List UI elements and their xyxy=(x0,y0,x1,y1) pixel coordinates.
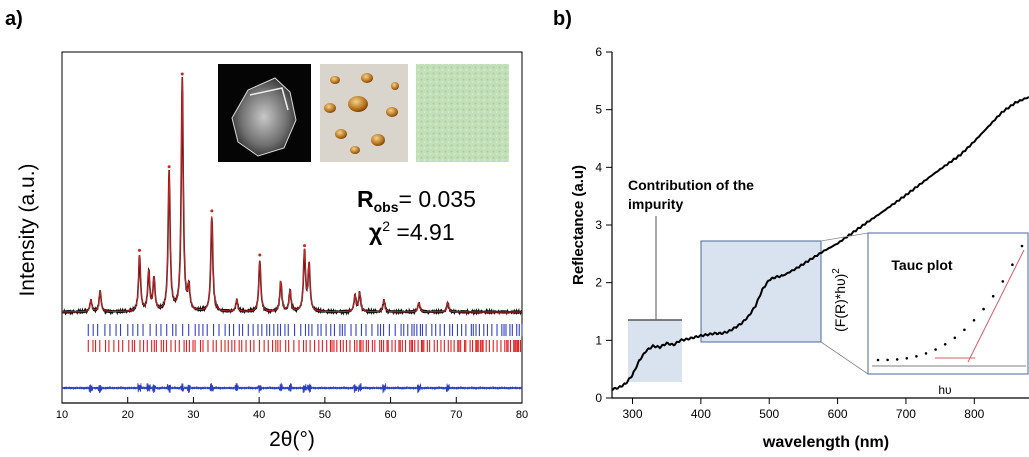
r-obs-subscript: obs xyxy=(374,199,399,215)
impurity-highlight-box xyxy=(628,320,682,382)
tauc-data-point xyxy=(924,352,928,355)
zoom-connector-bottom xyxy=(820,341,869,375)
panel-b-y-tick-label: 0 xyxy=(595,391,602,405)
panel-b-y-tick-label: 6 xyxy=(595,45,602,59)
panel-b-y-tick-label: 3 xyxy=(595,218,602,232)
panel-b-x-tick-label: 400 xyxy=(691,407,711,421)
panel-b-x-ticks: 300 400 500 600 700 800 xyxy=(622,398,985,421)
tauc-fit-line xyxy=(967,249,1025,363)
reflectance-line xyxy=(611,96,1029,391)
panel-a-y-axis-label: Intensity (a.u.) xyxy=(16,163,39,296)
peak-marker xyxy=(180,72,184,76)
zoom-connector-top xyxy=(820,232,869,242)
panel-a-x-tick-label: 10 xyxy=(56,409,68,421)
green-powder-photo xyxy=(416,64,509,162)
panel-b-x-tick-label: 600 xyxy=(828,407,848,421)
panel-b-label: b) xyxy=(553,8,572,30)
bragg-tick-row xyxy=(87,324,523,336)
panel-b-y-tick-label: 1 xyxy=(595,333,602,347)
panel-a-x-tick-label: 60 xyxy=(384,409,396,421)
difference-line xyxy=(61,382,523,394)
tauc-inset-x-label: hυ xyxy=(938,383,951,397)
tauc-inset-title: Tauc plot xyxy=(891,257,953,273)
panel-a-x-tick-label: 50 xyxy=(319,409,331,421)
tauc-data-point xyxy=(895,358,899,361)
r-obs-annotation: Robs= 0.035 xyxy=(357,186,476,215)
panel-b-y-tick-label: 5 xyxy=(595,103,602,117)
chi-label: χ xyxy=(369,219,383,245)
panel-a-x-tick-label: 80 xyxy=(516,409,528,421)
tauc-inset-plot xyxy=(872,244,1026,367)
panel-b-x-axis-label: wavelength (nm) xyxy=(762,434,889,451)
panel-a-x-ticks: 10 20 30 40 50 60 70 80 xyxy=(56,397,528,421)
panel-b-x-tick-label: 700 xyxy=(896,407,916,421)
panel-b-x-tick-label: 800 xyxy=(964,407,984,421)
chi-annotation: χ2 =4.91 xyxy=(369,218,455,245)
tauc-data-point xyxy=(876,358,880,362)
tauc-data-point xyxy=(905,357,909,360)
panel-a-plot-area xyxy=(61,72,523,394)
panel-a-x-axis-label: 2θ(°) xyxy=(269,428,315,451)
panel-b-y-tick-label: 2 xyxy=(595,276,602,290)
tauc-data-point xyxy=(1011,263,1014,267)
peak-marker xyxy=(210,209,214,213)
tauc-inset: Tauc plot (F(R)*hυ)2 hυ xyxy=(831,232,1029,397)
tauc-inset-frame xyxy=(867,232,1029,375)
peak-marker xyxy=(258,253,262,257)
panel-b-x-tick-label: 500 xyxy=(759,407,779,421)
sem-image xyxy=(218,64,311,162)
peak-marker xyxy=(302,244,306,248)
tauc-data-point xyxy=(982,307,985,311)
panel-b-y-tick-label: 4 xyxy=(595,160,602,174)
calculated-pattern-line xyxy=(62,77,522,313)
chi-superscript: 2 xyxy=(382,218,390,234)
tauc-data-point xyxy=(1020,244,1024,248)
tauc-data-point xyxy=(953,336,957,340)
panel-a-x-tick-label: 40 xyxy=(253,409,265,421)
impurity-annotation-line2: impurity xyxy=(628,196,683,212)
tauc-data-point xyxy=(972,319,976,322)
panel-b-y-ticks: 0 1 2 3 4 5 6 xyxy=(595,45,612,405)
chi-value: =4.91 xyxy=(390,219,455,245)
panel-a-x-tick-label: 20 xyxy=(122,409,134,421)
peak-marker xyxy=(138,248,142,252)
tauc-inset-y-label-text: (F(R)*hυ) xyxy=(832,274,848,332)
panel-b-y-axis-label: Reflectance (a.u) xyxy=(570,165,587,285)
panel-b-plot-area xyxy=(611,96,1029,391)
tauc-data-point xyxy=(963,328,966,332)
panel-b-x-tick-label: 300 xyxy=(622,407,642,421)
tauc-data-point xyxy=(886,358,889,362)
panel-a-label: a) xyxy=(5,8,23,30)
panel-b-chart: 0 1 2 3 4 5 6 300 400 500 600 700 800 wavelength (n… xyxy=(570,45,1029,451)
tauc-inset-y-label-sup: 2 xyxy=(831,268,842,274)
panel-a-x-tick-label: 70 xyxy=(450,409,462,421)
panel-a-chart: 10 20 30 40 50 60 70 80 2θ(°) Intensity (a.u.) xyxy=(16,51,528,451)
r-obs-label: R xyxy=(357,186,374,212)
panel-a-x-tick-label: 30 xyxy=(187,409,199,421)
tauc-data-point xyxy=(915,355,918,358)
tauc-data-point xyxy=(934,348,937,351)
crystals-photo xyxy=(320,64,408,162)
tauc-data-point xyxy=(943,343,947,346)
r-obs-value: = 0.035 xyxy=(399,186,476,212)
bragg-tick-row xyxy=(87,340,521,352)
tauc-inset-y-label: (F(R)*hυ)2 xyxy=(831,268,848,332)
tauc-data-point xyxy=(1001,280,1005,283)
peak-marker xyxy=(167,165,171,169)
tauc-data-point xyxy=(991,294,995,298)
impurity-annotation-line1: Contribution of the xyxy=(628,177,754,193)
